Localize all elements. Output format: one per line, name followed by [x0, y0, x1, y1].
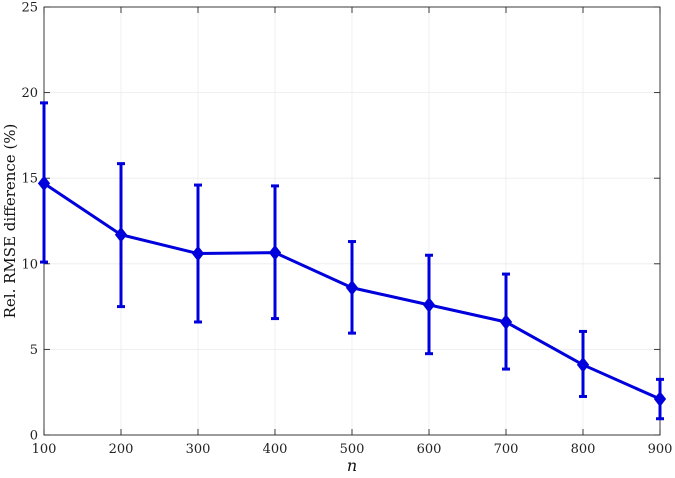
x-tick-label: 200 — [109, 442, 134, 457]
y-axis-label: Rel. RMSE difference (%) — [1, 124, 19, 319]
series-group — [37, 101, 667, 421]
x-tick-label: 700 — [494, 442, 519, 457]
data-point-marker — [114, 226, 128, 243]
x-axis-label: n — [347, 456, 357, 475]
x-tick-label: 800 — [571, 442, 596, 457]
data-point-marker — [191, 245, 205, 262]
data-point-marker — [422, 297, 436, 313]
y-tick-labels: 0 5 10 15 20 25 — [21, 1, 38, 444]
data-point-marker — [499, 314, 513, 330]
y-tick-label: 0 — [30, 429, 38, 444]
data-point-marker — [268, 244, 282, 261]
data-point-marker — [37, 175, 51, 192]
y-tick-label: 15 — [21, 172, 38, 187]
x-tick-label: 300 — [186, 442, 211, 457]
y-tick-label: 20 — [21, 86, 38, 101]
x-tick-labels: 100 200 300 400 500 600 700 800 900 — [32, 442, 673, 457]
x-tick-label: 400 — [263, 442, 288, 457]
y-tick-label: 25 — [21, 1, 38, 16]
x-tick-label: 500 — [340, 442, 365, 457]
data-point-marker — [576, 356, 590, 373]
x-tick-label: 600 — [417, 442, 442, 457]
data-point-marker — [345, 279, 359, 296]
grid — [43, 6, 661, 436]
x-tick-label: 900 — [648, 442, 673, 457]
axis-ticks — [43, 6, 661, 436]
data-point-marker — [653, 391, 667, 407]
x-tick-label: 100 — [32, 442, 57, 457]
y-tick-label: 10 — [21, 257, 38, 272]
y-tick-label: 5 — [30, 343, 38, 358]
